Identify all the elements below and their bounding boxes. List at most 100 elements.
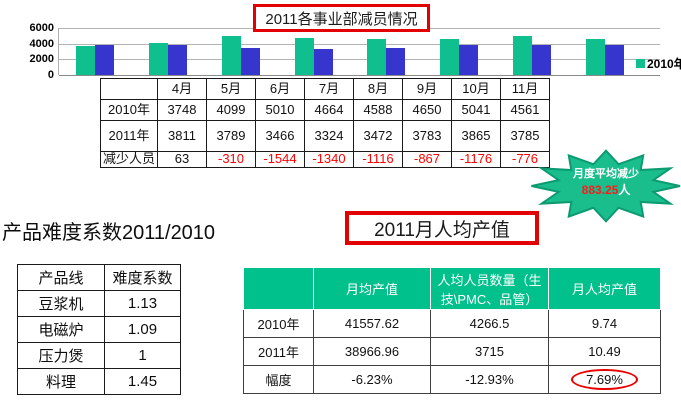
reduction-table: 4月 5月 6月 7月 8月 9月 10月 11月 2010年 3748 4099 5010 4664 4…	[100, 78, 550, 168]
month-header-cell: 10月	[451, 78, 501, 100]
table-cell: -310	[206, 151, 256, 168]
row-header-cell: 减少人员	[100, 151, 158, 168]
column-header-cell: 月均产值	[313, 267, 431, 310]
table-row: 产品线 难度系数	[17, 264, 181, 291]
table-cell: 3785	[500, 120, 550, 152]
gridline	[59, 59, 660, 61]
table-cell: 63	[157, 151, 207, 168]
y-tick-label: 4000	[29, 37, 54, 50]
month-header-cell: 11月	[500, 78, 550, 100]
table-cell: 电磁炉	[17, 316, 105, 343]
table-cell: 1.09	[104, 316, 181, 343]
highlight-ellipse: 7.69%	[571, 369, 638, 390]
bar-2010年-10月	[512, 35, 532, 75]
column-header-cell	[243, 267, 314, 310]
bar-2011年-11月	[604, 45, 624, 75]
table-cell: 压力煲	[17, 342, 105, 369]
table-row: 2010年 41557.62 4266.5 9.74	[243, 309, 661, 338]
table-cell: 3466	[255, 120, 305, 152]
table-cell: 1	[104, 342, 181, 369]
table-cell: 3324	[304, 120, 354, 152]
table-cell: -1544	[255, 151, 305, 168]
table-cell: 5010	[255, 99, 305, 121]
month-header-cell: 6月	[255, 78, 305, 100]
table-row: 减少人员 63 -310 -1544 -1340 -1116 -867 -1176 -776	[100, 151, 550, 168]
table-cell: 4561	[500, 99, 550, 121]
table-cell: -1340	[304, 151, 354, 168]
table-cell: 1.13	[104, 290, 181, 317]
chart-title-box: 2011各事业部减员情况	[253, 4, 430, 32]
bar-2010年-8月	[367, 39, 387, 75]
month-header-cell: 9月	[402, 78, 452, 100]
bar-2010年-4月	[76, 45, 96, 75]
table-row: 2011年 38966.96 3715 10.49	[243, 337, 661, 366]
difficulty-heading: 产品难度系数2011/2010	[2, 222, 216, 244]
column-header-cell: 难度系数	[104, 264, 181, 291]
table-row: 电磁炉 1.09	[17, 316, 181, 343]
table-cell: 41557.62	[313, 309, 431, 338]
bar-2011年-10月	[531, 44, 551, 75]
column-header-cell: 产品线	[17, 264, 105, 291]
table-cell: 料理	[17, 368, 105, 395]
chart-y-axis: 0 2000 4000 6000	[18, 0, 56, 90]
gridline	[59, 43, 660, 45]
bar-2010年-9月	[440, 38, 460, 75]
table-cell: 3789	[206, 120, 256, 152]
y-tick-label: 0	[47, 69, 54, 81]
starburst-callout: 月度平均减少 883.25人	[531, 149, 681, 223]
table-cell: -1116	[353, 151, 403, 168]
bar-2011年-6月	[240, 47, 260, 75]
chart-legend: 2010年	[636, 55, 681, 72]
table-row: 2011年 3811 3789 3466 3324 3472 3783 3865 3785	[100, 120, 550, 152]
column-header-cell: 月人均产值	[548, 267, 661, 310]
row-header-cell: 2011年	[100, 120, 158, 152]
table-cell: 10.49	[548, 337, 661, 366]
table-cell: 38966.96	[313, 337, 431, 366]
table-row: 2010年 3748 4099 5010 4664 4588 4650 5041 4561	[100, 99, 550, 121]
y-tick-label: 2000	[29, 53, 54, 66]
table-cell: 3865	[451, 120, 501, 152]
month-header-cell: 4月	[157, 78, 207, 100]
table-cell: 3472	[353, 120, 403, 152]
table-cell: 豆浆机	[17, 290, 105, 317]
bar-chart-plot	[58, 28, 660, 76]
bar-2010年-5月	[149, 42, 169, 75]
table-cell: 1.45	[104, 368, 181, 395]
table-row: 4月 5月 6月 7月 8月 9月 10月 11月	[100, 78, 550, 100]
legend-label: 2010年	[647, 57, 681, 71]
chart-title-text: 2011各事业部减员情况	[265, 10, 418, 28]
column-header-cell: 人均人员数量（生技\PMC、品管）	[430, 267, 549, 310]
month-header-cell: 8月	[353, 78, 403, 100]
table-row: 幅度 -6.23% -12.93% 7.69%	[243, 365, 661, 394]
bar-2010年-7月	[294, 38, 314, 75]
bar-2011年-7月	[313, 48, 333, 75]
table-cell: 2011年	[243, 337, 314, 366]
bar-2011年-8月	[386, 47, 406, 75]
table-cell: -776	[500, 151, 550, 168]
row-header-cell: 2010年	[100, 99, 158, 121]
table-cell: 幅度	[243, 365, 314, 394]
corner-cell	[100, 78, 158, 100]
table-cell: 3811	[157, 120, 207, 152]
table-cell: 5041	[451, 99, 501, 121]
table-row: 豆浆机 1.13	[17, 290, 181, 317]
table-cell: 9.74	[548, 309, 661, 338]
bar-2011年-9月	[459, 45, 479, 75]
table-cell: 3715	[430, 337, 549, 366]
table-row: 压力煲 1	[17, 342, 181, 369]
legend-swatch-icon	[636, 59, 645, 68]
output-title-text: 2011月人均产值	[374, 219, 510, 241]
starburst-value: 883.25	[581, 182, 619, 197]
table-cell: 4588	[353, 99, 403, 121]
bar-2010年-11月	[585, 39, 605, 75]
starburst-text: 月度平均减少 883.25人	[531, 167, 681, 198]
output-table: 月均产值 人均人员数量（生技\PMC、品管） 月人均产值 2010年 41557.62 4…	[243, 267, 661, 394]
starburst-shape-icon	[531, 149, 681, 223]
month-header-cell: 7月	[304, 78, 354, 100]
y-tick-label: 6000	[29, 22, 54, 34]
difficulty-table: 产品线 难度系数 豆浆机 1.13 电磁炉 1.09 压力煲 1 料理 1.45	[17, 264, 181, 395]
table-cell: 4099	[206, 99, 256, 121]
table-cell: -6.23%	[313, 365, 431, 394]
table-cell: 7.69%	[548, 365, 661, 394]
